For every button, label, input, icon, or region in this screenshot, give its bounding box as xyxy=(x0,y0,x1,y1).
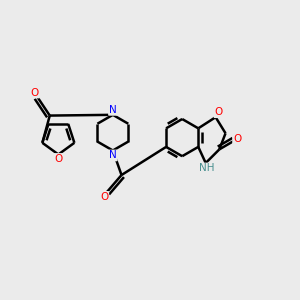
Text: O: O xyxy=(31,88,39,98)
Text: O: O xyxy=(100,192,108,202)
Text: O: O xyxy=(214,107,223,117)
Text: O: O xyxy=(233,134,241,145)
Text: NH: NH xyxy=(199,164,215,173)
Text: N: N xyxy=(109,105,117,115)
Text: N: N xyxy=(109,150,117,161)
Text: O: O xyxy=(54,154,62,164)
